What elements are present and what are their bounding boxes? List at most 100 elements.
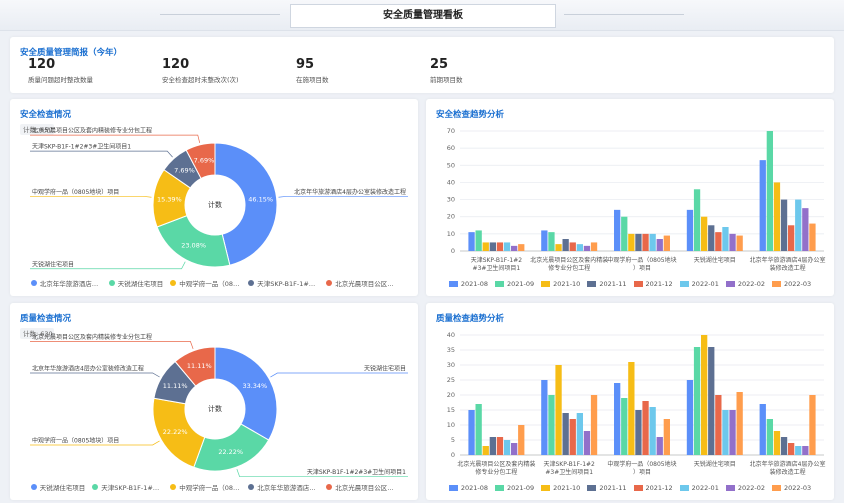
legend-item: 2022-03 [772, 280, 811, 288]
bar [788, 225, 795, 251]
legend-label: 天锐湖住宅项目 [39, 484, 86, 492]
legend-swatch [30, 484, 37, 490]
leader-line [30, 150, 173, 158]
bar [736, 235, 743, 251]
callout-label: 天锐湖住宅项目 [364, 365, 406, 373]
slice-label: 46.15% [248, 195, 273, 203]
legend-swatch [494, 281, 504, 287]
slice [214, 346, 278, 441]
legend-item: 2022-02 [725, 280, 765, 288]
bar [708, 225, 715, 251]
legend-item: 2021-10 [541, 280, 580, 288]
stat-label: 前期项目数 [430, 76, 463, 84]
bar [583, 245, 591, 251]
bar [510, 245, 518, 251]
legend-item: 天津SKP-B1F-1#2#3#卫生间项目1 [92, 482, 163, 492]
leader-line [30, 340, 194, 349]
callout-label: 天锐湖住宅项目 [32, 260, 74, 268]
y-tick-label: 30 [447, 196, 455, 204]
legend-swatch [92, 484, 99, 490]
callout-label: 北京年华旅游酒店4层办公室装修改造工程 [32, 364, 144, 372]
x-tick-label: 天津SKP-B1F-1#2 #3#卫生间项目1 [543, 461, 595, 476]
bar [759, 404, 766, 455]
bar [693, 347, 701, 455]
y-tick-label: 20 [447, 213, 455, 221]
bar [518, 244, 525, 251]
legend-item: 2022-02 [725, 484, 766, 492]
bar [693, 189, 701, 251]
bar [663, 419, 670, 455]
leader-line [236, 469, 408, 478]
y-tick-label: 30 [447, 361, 455, 369]
legend-label: 北京年华旅游酒店4层办公室装修改造工程 [257, 484, 320, 492]
x-tick-label: 北京光晨项目公区及套内精装修专业分包工程 [457, 460, 535, 476]
bar [621, 216, 628, 251]
bar [468, 232, 475, 251]
bar [482, 242, 489, 251]
legend-label: 2021-09 [506, 280, 535, 288]
bar [708, 347, 715, 455]
legend-item: 2021-08 [448, 484, 488, 492]
bar [773, 182, 781, 251]
chart: 计数: 650 46.15% 北京年华旅游酒店4层办公室装修改造工程 23.08% 天锐… [20, 124, 408, 270]
stat: 25 前期项目数 [430, 57, 463, 84]
bar [489, 242, 496, 251]
x-tick-label: 天锐湖住宅项目 [694, 460, 736, 468]
legend-swatch [633, 485, 643, 491]
legend: 2021-08 2021-09 2021-10 2021-11 2021-12 2022-… [426, 280, 834, 288]
bar [489, 437, 496, 455]
legend-label: 2022-02 [737, 484, 766, 492]
legend-item: 2021-12 [633, 280, 673, 288]
callout-label: 中观学府一品（0805地块）项目 [32, 188, 119, 196]
bar [496, 242, 504, 251]
bar [766, 419, 774, 455]
legend-item: 2022-03 [772, 484, 811, 492]
legend-swatch [772, 281, 782, 287]
x-tick-label: 北京年华旅游酒店4层办公室装修改造工程 [750, 256, 826, 272]
legend-swatch [725, 281, 735, 287]
bar [562, 413, 569, 455]
bar [583, 431, 591, 455]
bar [548, 395, 555, 455]
stat-label: 质量问题超时整改数量 [28, 76, 93, 84]
bar [809, 223, 816, 251]
legend-swatch [326, 484, 333, 490]
y-tick-label: 70 [447, 127, 455, 135]
header-box [290, 4, 556, 28]
bar [614, 383, 621, 455]
summary-title: 安全质量管理简报（今年） [20, 48, 123, 58]
bar [649, 407, 656, 455]
y-tick-label: 15 [447, 406, 455, 414]
bar [496, 437, 504, 455]
bar [729, 233, 736, 251]
legend-swatch [541, 281, 551, 287]
bar [590, 395, 598, 455]
legend-label: 2021-12 [645, 484, 673, 492]
x-tick-label: 天锐湖住宅项目 [694, 256, 736, 264]
legend-label: 2021-10 [553, 280, 581, 288]
chart: 0 10 20 30 40 50 60 70 天津SKP-B1F-1#2 #3#卫生间项目1 北京光… [447, 127, 826, 272]
bar [722, 410, 729, 455]
chart: 0 5 10 15 20 25 30 35 40 北京光晨项目公区及套内精装修专业分包工程天津SK… [447, 331, 826, 476]
legend-swatch [248, 484, 255, 490]
legend-swatch [248, 280, 255, 286]
legend-swatch [679, 485, 689, 491]
bar [635, 233, 642, 251]
bar [722, 227, 729, 251]
page-title: 安全质量管理看板 [383, 10, 463, 21]
legend-label: 2021-08 [460, 280, 488, 288]
callout-label: 中观学府一品（0805地块）项目 [32, 436, 119, 444]
leader-line [270, 372, 408, 378]
legend-swatch [679, 281, 689, 287]
legend-item: 北京年华旅游酒店4层办公室装修改造工程 [248, 482, 319, 492]
legend-swatch [541, 485, 551, 491]
callout-label: 天津SKP-B1F-1#2#3#卫生间项目1 [32, 143, 131, 151]
legend-label: 2022-01 [691, 280, 719, 288]
leader-line [30, 372, 160, 378]
chart-title: 质量检查情况 [20, 314, 72, 324]
chart-title: 质量检查趋势分析 [436, 314, 505, 324]
legend-item: 北京光晨项目公区及套内精装修专业分包工程 [326, 482, 397, 492]
chart-panel: 质量检查情况 计数: 630 33.34% 天锐湖住宅项目 22.22% 天津SKP-B1… [10, 303, 418, 500]
y-tick-label: 0 [451, 451, 455, 459]
y-tick-label: 20 [447, 391, 455, 399]
